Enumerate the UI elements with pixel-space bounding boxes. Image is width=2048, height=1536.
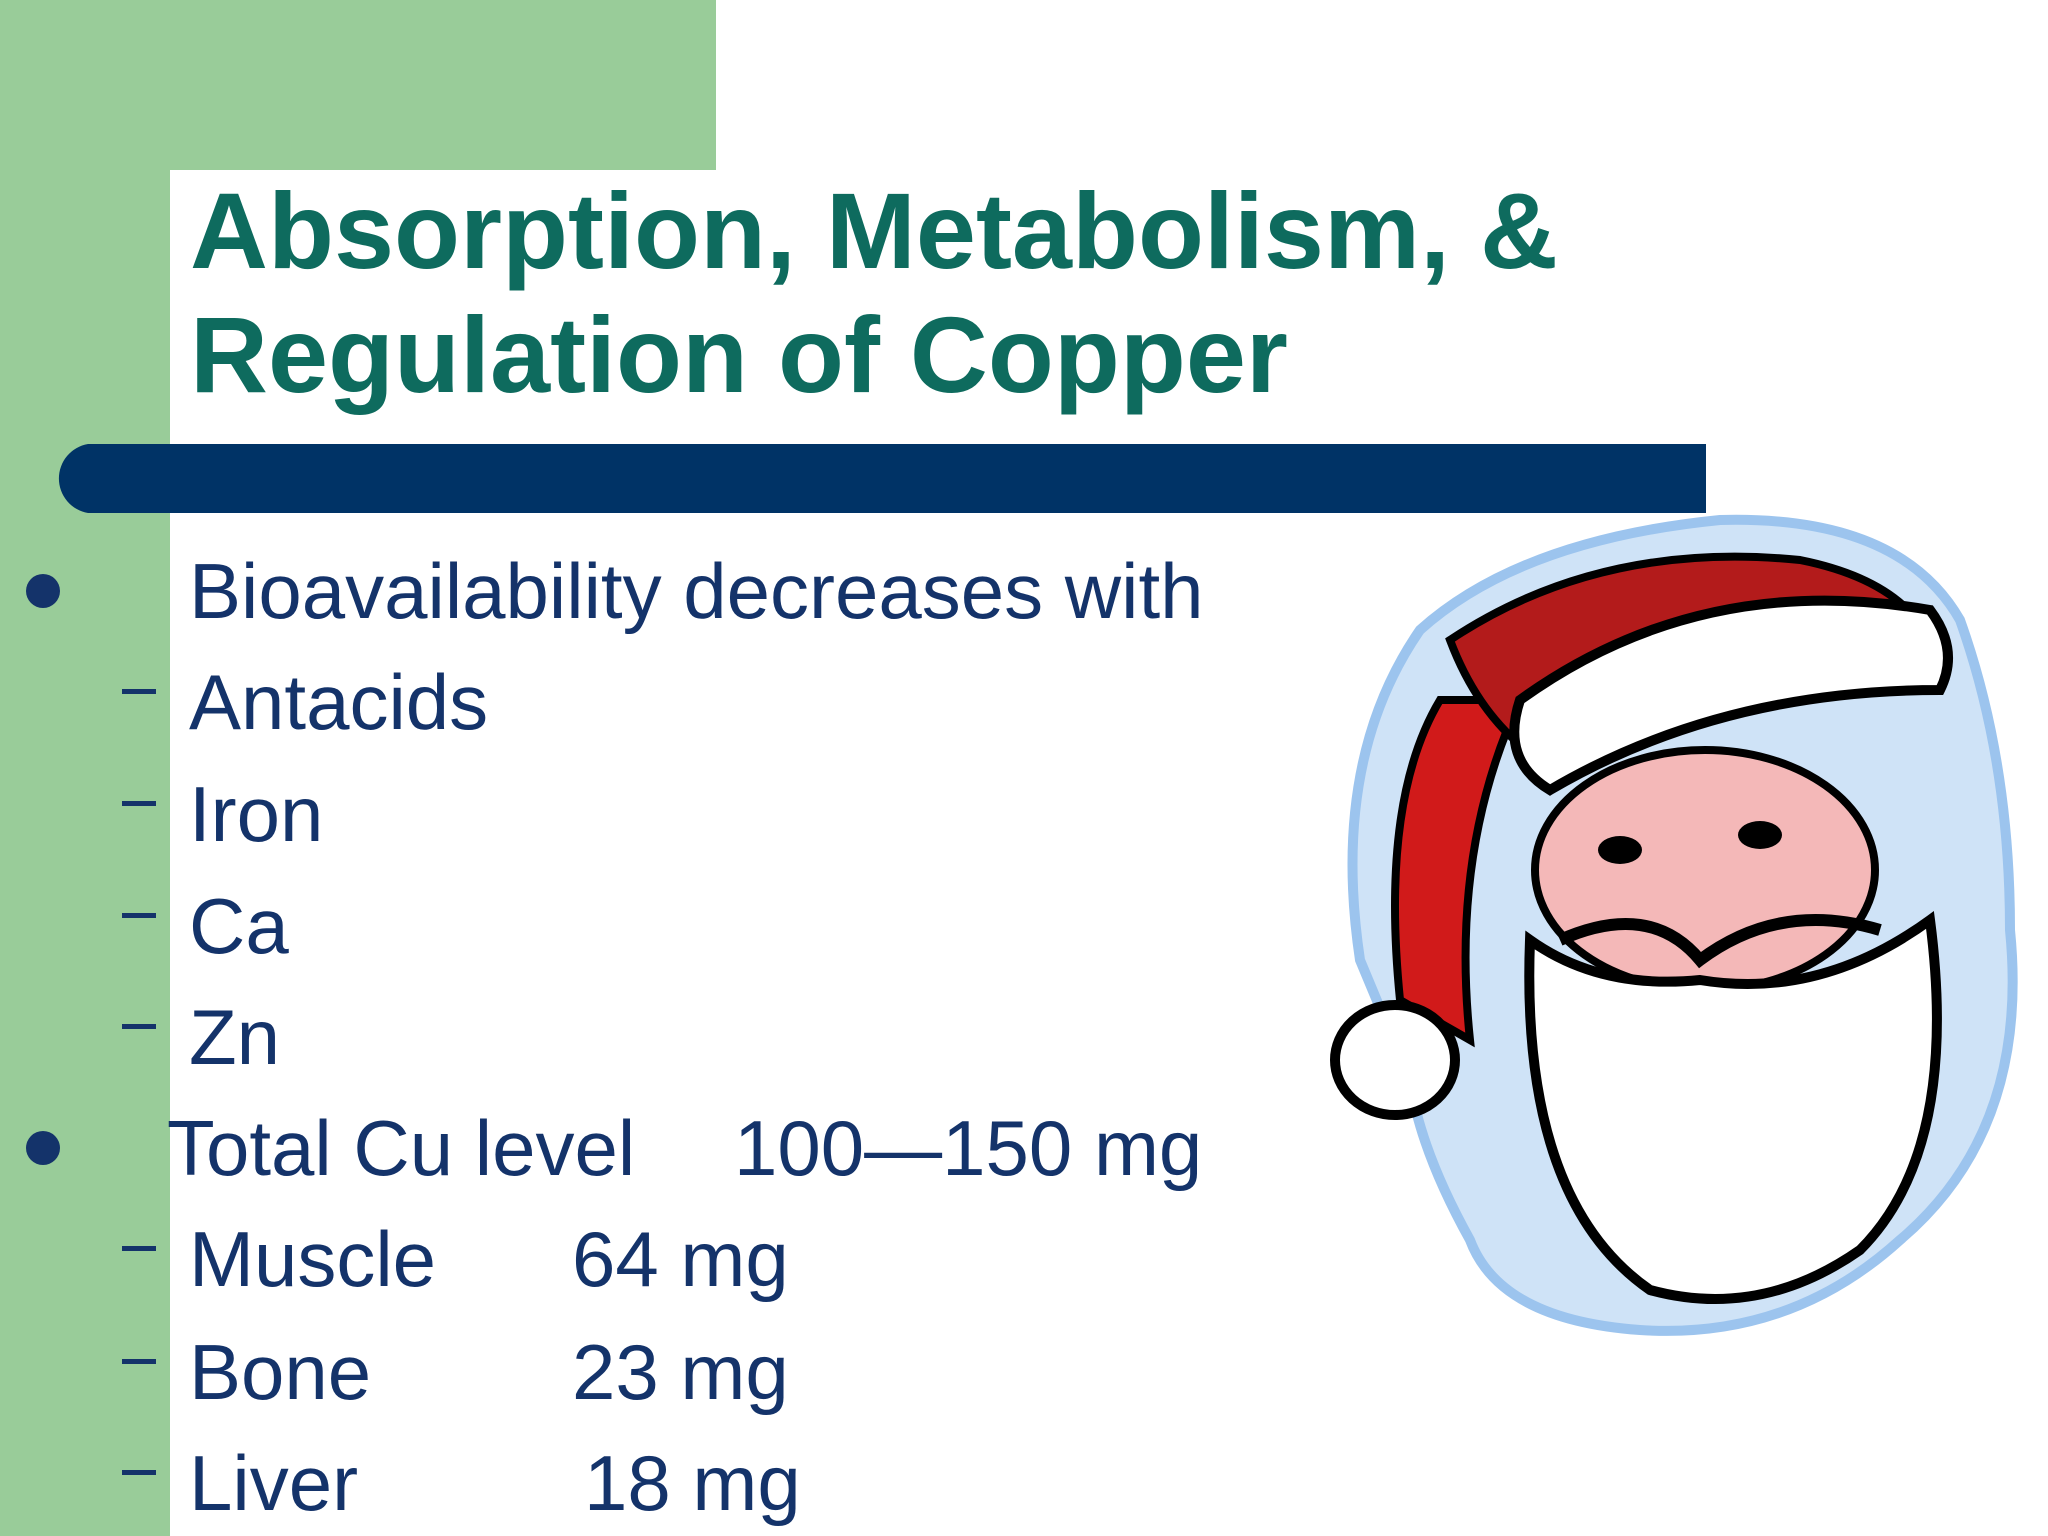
title-line: Regulation of Copper — [190, 294, 1288, 415]
sub-dash — [122, 913, 156, 918]
bullet-list: Bioavailability decreases with Antacids Ir… — [26, 547, 1204, 1527]
sub-dash — [122, 801, 156, 806]
sub-item-label: Muscle — [189, 1215, 436, 1303]
title-rule — [58, 444, 1706, 513]
bullet-amount: 100—150 mg — [734, 1104, 1202, 1192]
sub-item-amount: 23 mg — [572, 1328, 789, 1416]
sub-item-label: Iron — [189, 770, 323, 858]
bullet-text: Bioavailability decreases with — [189, 547, 1204, 635]
sub-dash — [122, 1246, 156, 1251]
sub-item-label: Zn — [189, 993, 280, 1081]
santa-illustration — [1330, 514, 2018, 1336]
sub-dash — [122, 1470, 156, 1475]
bullet-dot — [26, 574, 60, 608]
bullet-dot — [26, 1131, 60, 1165]
green-left-strip — [0, 0, 170, 1536]
sub-item-amount: 18 mg — [584, 1439, 801, 1527]
sub-item-amount: 64 mg — [572, 1215, 789, 1303]
sub-dash — [122, 1024, 156, 1029]
sub-dash — [122, 689, 156, 694]
title-line: Absorption, Metabolism, & — [190, 170, 1558, 291]
sub-dash — [122, 1359, 156, 1364]
bullet-text: Total Cu level — [167, 1104, 635, 1192]
sub-item-label: Bone — [189, 1328, 371, 1416]
sub-item-label: Antacids — [189, 658, 488, 746]
sub-item-label: Liver — [189, 1439, 358, 1527]
sub-item-label: Ca — [189, 882, 289, 970]
